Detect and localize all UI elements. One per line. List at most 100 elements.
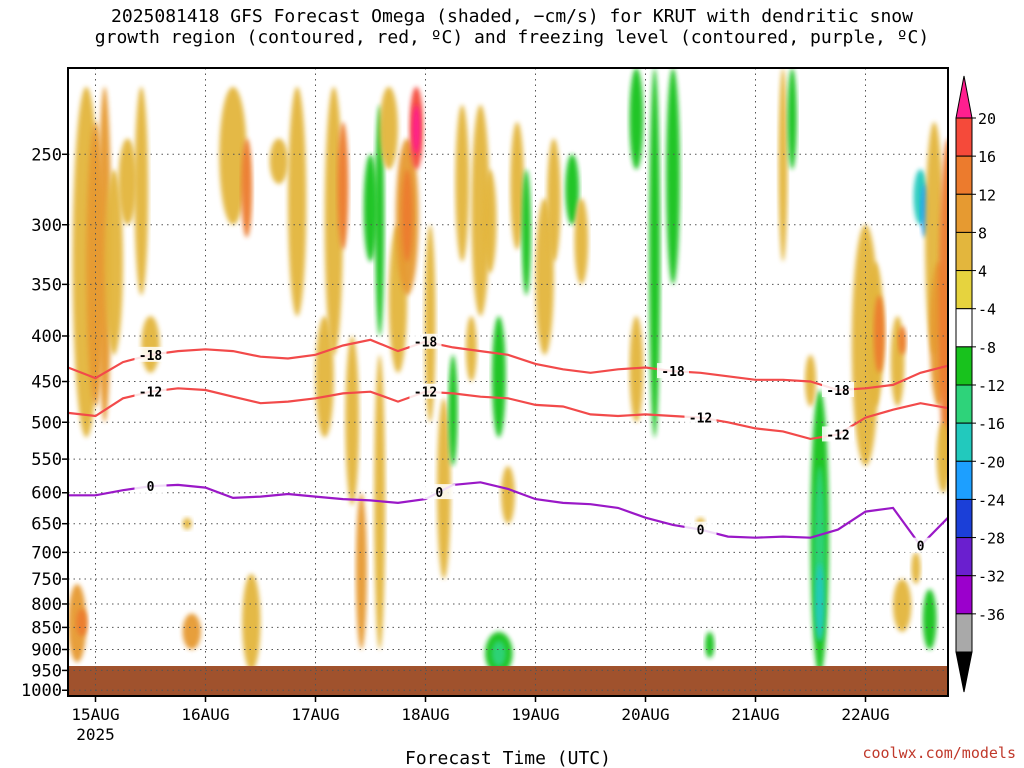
contour-label: 0 — [917, 540, 925, 555]
omega-blob — [482, 169, 497, 274]
terrain-ground — [68, 666, 948, 696]
omega-blob — [97, 86, 112, 423]
omega-blob — [241, 138, 253, 238]
omega-blob — [242, 573, 261, 671]
colorbar-box — [955, 308, 973, 348]
contour-label: -12 — [414, 386, 437, 401]
omega-blob — [546, 138, 561, 262]
colorbar-label: 20 — [978, 110, 996, 128]
omega-blob — [412, 104, 421, 155]
colorbar-label: -16 — [978, 415, 1005, 433]
contour-label-bg — [822, 426, 854, 442]
omega-blob — [118, 138, 137, 225]
colorbar-box — [955, 575, 973, 615]
y-tick-label: 700 — [31, 543, 62, 563]
x-tick-label: 15AUG — [71, 705, 119, 724]
omega-blob — [76, 608, 88, 637]
y-tick-label: 900 — [31, 641, 62, 661]
colorbar-box — [955, 270, 973, 310]
contour-label-bg — [904, 537, 937, 553]
omega-blob — [219, 86, 247, 225]
contour-label-bg — [684, 409, 717, 425]
omega-blob — [491, 640, 506, 667]
omega-blob — [629, 316, 644, 423]
omega-blob — [649, 68, 661, 438]
x-tick-label: 17AUG — [291, 705, 339, 724]
omega-blob — [315, 316, 334, 438]
colorbar-box — [955, 537, 973, 577]
y-tick-label: 800 — [31, 595, 62, 615]
omega-blob — [922, 589, 937, 650]
omega-blob — [574, 198, 589, 285]
omega-blob — [269, 138, 289, 185]
y-tick-label: 950 — [31, 661, 62, 681]
x-axis-label: Forecast Time (UTC) — [405, 748, 611, 768]
gridlines — [68, 68, 948, 696]
contour-label-bg — [134, 478, 167, 494]
y-tick-label: 850 — [31, 618, 62, 638]
omega-blob — [424, 224, 436, 423]
omega-blob — [288, 86, 307, 317]
contour-label-bg — [409, 333, 442, 349]
chart-title-line-2: growth region (contoured, red, ºC) and f… — [94, 27, 930, 48]
omega-blob — [815, 563, 825, 641]
x-year-label: 2025 — [76, 725, 115, 744]
contour-label-bg — [409, 383, 442, 399]
omega-blob — [134, 86, 149, 296]
contour-label: -18 — [414, 336, 438, 351]
omega-blob — [873, 295, 885, 373]
contour-label-bg — [134, 346, 167, 362]
omega-blob — [705, 631, 715, 659]
omega-blob — [787, 68, 797, 170]
x-tick-label: 16AUG — [181, 705, 229, 724]
omega-blob — [521, 169, 531, 296]
contours: -18 -18 -18 -18 -12 -12 -12 -12 0 0 0 0 — [68, 333, 948, 555]
colorbar-label: 4 — [978, 263, 987, 281]
contour-label: -12 — [689, 412, 712, 427]
omega-blob — [666, 68, 680, 285]
contour-label: -18 — [826, 384, 850, 399]
colorbar-label: -28 — [978, 530, 1005, 548]
omega-blob — [363, 154, 378, 262]
omega-blob — [471, 104, 490, 317]
colorbar-triangle-top — [955, 75, 973, 119]
omega-blob — [337, 122, 349, 250]
contour-label: -18 — [661, 365, 685, 380]
contour-label: 0 — [435, 486, 443, 501]
colorbar-label: 8 — [978, 224, 987, 242]
omega-blob — [401, 169, 413, 262]
colorbar-box — [955, 346, 973, 386]
omega-blob — [141, 316, 160, 373]
colorbar-label: -24 — [978, 491, 1005, 509]
omega-blob — [501, 466, 515, 524]
y-axis: 250 300 350 400 450 500 550 600 650 700 750 800 850 9… — [21, 145, 68, 701]
omega-blob — [379, 86, 399, 170]
omega-blob — [911, 552, 921, 585]
site-credit: coolwx.com/models — [862, 744, 1016, 762]
omega-blob — [104, 169, 124, 355]
y-tick-label: 650 — [31, 515, 62, 535]
contour-line — [68, 481, 948, 548]
colorbar-box — [955, 384, 973, 424]
omega-blob — [182, 613, 201, 650]
colorbar-label: 12 — [978, 186, 996, 204]
colorbar-box — [955, 193, 973, 233]
omega-blob — [455, 104, 470, 262]
y-tick-label: 500 — [31, 413, 62, 433]
contour-label: 0 — [147, 480, 155, 495]
omega-blob — [355, 492, 367, 650]
colorbar-box — [955, 231, 973, 272]
colorbar-label: -36 — [978, 606, 1005, 624]
colorbar-label: -12 — [978, 377, 1005, 395]
omega-blob — [936, 422, 948, 493]
omega-blob — [893, 579, 912, 632]
omega-blob — [375, 104, 385, 336]
plot-area: -18 -18 -18 -18 -12 -12 -12 -12 0 0 0 0 — [68, 68, 948, 696]
x-tick-label: 21AUG — [731, 705, 779, 724]
y-tick-label: 750 — [31, 570, 62, 590]
omega-blob — [565, 154, 580, 225]
chart-title-line-1: 2025081418 GFS Forecast Omega (shaded, −… — [111, 6, 913, 27]
colorbar-box — [955, 498, 973, 539]
contour-label: 0 — [697, 524, 705, 539]
